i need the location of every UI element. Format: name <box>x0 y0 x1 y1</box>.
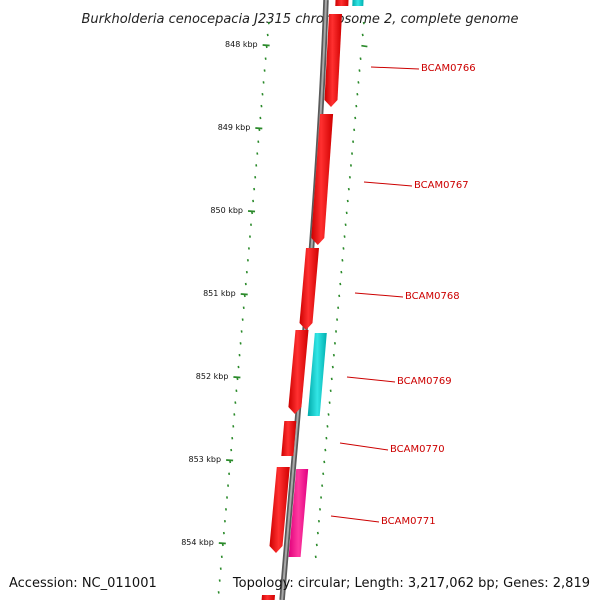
minor-tick-outer <box>314 555 317 559</box>
minor-tick-outer <box>359 57 362 60</box>
tick-label: 854 kbp <box>181 538 214 547</box>
gene-feature-top-cyan <box>352 0 364 6</box>
minor-tick-outer <box>317 519 320 523</box>
minor-tick-outer <box>338 294 341 298</box>
major-tick <box>247 210 256 213</box>
gene-label[interactable]: BCAM0769 <box>397 376 452 387</box>
gene-feature-bcam0768 <box>299 248 319 330</box>
map-title: Burkholderia cenocepacia J2315 chromosom… <box>81 12 518 27</box>
gene-label[interactable]: BCAM0768 <box>405 291 460 302</box>
minor-tick-outer <box>355 104 358 108</box>
minor-tick-outer <box>330 377 333 381</box>
gene-label[interactable]: BCAM0767 <box>414 180 469 191</box>
minor-tick-outer <box>327 413 330 416</box>
minor-tick-outer <box>349 164 352 167</box>
tick-layer: 848 kbp 849 kbp 850 kbp 851 kbp 852 kbp 853 k… <box>181 21 368 594</box>
label-leader-line <box>339 442 389 451</box>
gene-feature-bcam0769-cyan <box>307 333 327 416</box>
minor-tick-outer <box>331 365 334 369</box>
minor-tick-outer <box>347 187 350 191</box>
major-tick <box>255 127 263 130</box>
minor-tick-outer <box>320 496 323 499</box>
minor-tick-outer <box>354 116 357 120</box>
minor-tick-outer <box>329 389 332 393</box>
minor-tick-outer <box>332 353 335 357</box>
minor-tick-outer <box>326 425 329 428</box>
minor-tick-outer <box>334 330 338 333</box>
minor-tick-outer <box>341 259 344 262</box>
label-leader-line <box>370 66 420 70</box>
minor-tick-outer <box>343 235 346 238</box>
gene-feature-bcam0766 <box>324 14 342 107</box>
major-tick <box>240 293 248 296</box>
tick-label: 853 kbp <box>188 455 221 464</box>
topology-text: Topology: circular; Length: 3,217,062 bp… <box>232 576 590 591</box>
minor-tick-outer <box>345 211 348 215</box>
minor-tick-outer <box>357 81 360 84</box>
tick-label: 852 kbp <box>196 372 229 381</box>
tick-label: 849 kbp <box>218 123 251 132</box>
label-layer: BCAM0766 BCAM0767 BCAM0768 BCAM0769 BCAM0770… <box>330 63 476 527</box>
minor-tick-outer <box>344 223 347 226</box>
minor-tick-outer <box>323 460 326 464</box>
minor-tick-outer <box>361 44 368 48</box>
minor-tick-outer <box>352 140 355 143</box>
major-tick <box>226 459 234 462</box>
label-leader-line <box>354 292 404 298</box>
minor-tick-outer <box>325 436 328 440</box>
minor-tick-outer <box>324 448 327 452</box>
label-leader-line <box>363 181 413 187</box>
gene-feature-bcam0767 <box>311 114 334 245</box>
tick-label: 851 kbp <box>203 289 236 298</box>
gene-feature-bcam0770 <box>281 421 297 456</box>
label-leader-line <box>346 376 396 383</box>
minor-tick-outer <box>336 318 339 321</box>
minor-tick-outer <box>340 270 343 274</box>
accession-text: Accession: NC_011001 <box>9 576 157 591</box>
gene-feature-bcam0771 <box>269 467 290 553</box>
minor-tick-outer <box>328 401 331 404</box>
gene-feature-bcam0771-magenta <box>288 469 309 557</box>
major-tick <box>262 44 270 47</box>
minor-tick-outer <box>348 176 351 179</box>
minor-tick-outer <box>342 247 345 250</box>
minor-tick-outer <box>316 531 319 535</box>
minor-tick-outer <box>315 543 318 547</box>
gene-label[interactable]: BCAM0766 <box>421 63 476 74</box>
gene-feature-top <box>335 0 349 6</box>
minor-tick-outer <box>362 21 365 25</box>
minor-tick-outer <box>322 472 325 476</box>
tick-label: 850 kbp <box>210 206 243 215</box>
tick-label: 848 kbp <box>225 40 258 49</box>
gene-feature-bottom <box>261 595 275 600</box>
minor-tick-outer <box>321 484 324 487</box>
minor-tick-outer <box>337 306 340 310</box>
gene-label[interactable]: BCAM0771 <box>381 516 436 527</box>
minor-tick-outer <box>353 128 356 132</box>
minor-tick-outer <box>350 152 354 155</box>
major-tick <box>218 542 226 545</box>
minor-tick-outer <box>356 92 359 96</box>
minor-tick-outer <box>346 199 349 203</box>
major-tick <box>233 376 241 379</box>
minor-tick-outer <box>318 508 322 511</box>
gene-label[interactable]: BCAM0770 <box>390 444 445 455</box>
minor-tick-outer <box>358 69 361 72</box>
minor-tick-outer <box>339 282 342 286</box>
label-leader-line <box>330 515 380 523</box>
gene-feature-bcam0769 <box>288 330 309 414</box>
minor-tick-outer <box>333 342 336 345</box>
feature-layer <box>261 0 364 600</box>
minor-tick-outer <box>361 33 364 37</box>
